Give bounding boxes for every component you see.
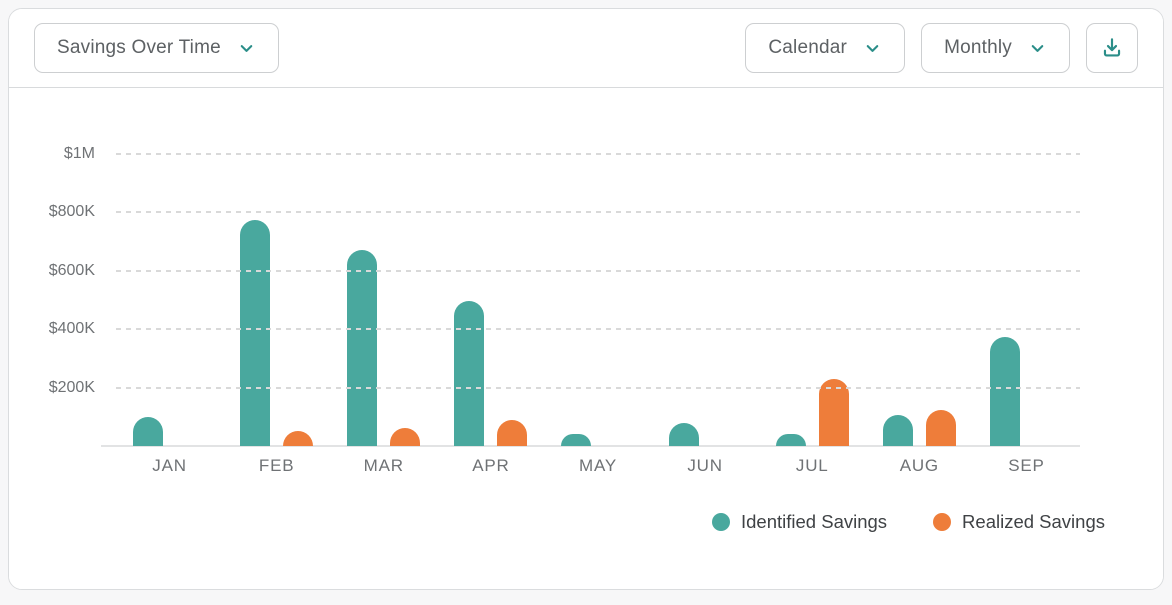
gridline: [116, 328, 1080, 331]
category-band: [973, 154, 1080, 446]
bar-identified-savings: [454, 301, 485, 446]
chevron-down-icon: [237, 39, 256, 58]
x-axis-tick-label: AUG: [899, 456, 939, 475]
chart-region: JAN FEB MAR APR MAY JUN JUL AUG SEP Identified S…: [9, 88, 1163, 589]
download-icon: [1099, 35, 1125, 61]
x-axis-tick-label: MAY: [579, 456, 617, 475]
category-band: [759, 154, 866, 446]
metric-dropdown-label: Savings Over Time: [57, 37, 221, 58]
category-band: [437, 154, 544, 446]
gridline: [116, 269, 1080, 272]
download-button[interactable]: [1086, 23, 1138, 73]
chart-legend: Identified Savings Realized Savings: [712, 511, 1105, 533]
card-header: Savings Over Time Calendar Monthly: [9, 9, 1163, 88]
x-axis-tick-label: JUN: [687, 456, 723, 475]
x-axis-tick-label: JAN: [152, 456, 187, 475]
y-axis-tick-label: $400K: [48, 320, 95, 338]
calendar-dropdown-label: Calendar: [768, 37, 848, 58]
chevron-down-icon: [863, 39, 882, 58]
x-axis-tick-label: FEB: [258, 456, 295, 475]
chevron-down-icon: [1028, 39, 1047, 58]
plot-area: [116, 154, 1080, 446]
interval-dropdown[interactable]: Monthly: [921, 23, 1070, 73]
bar-realized-savings: [390, 428, 421, 446]
legend-label: Realized Savings: [962, 511, 1105, 532]
legend-dot: [712, 513, 730, 531]
legend-label: Identified Savings: [741, 511, 888, 532]
gridline: [116, 153, 1080, 155]
bar-identified-savings: [240, 219, 271, 446]
category-band: [116, 154, 223, 446]
bar-identified-savings: [561, 434, 592, 446]
bar-realized-savings: [497, 419, 528, 446]
y-axis-tick-label: $200K: [48, 378, 95, 396]
category-band: [330, 154, 437, 446]
category-band: [544, 154, 651, 446]
x-axis-tick-label: JUL: [795, 456, 829, 475]
bar-identified-savings: [133, 416, 164, 446]
y-axis-tick-label: $600K: [48, 261, 95, 279]
category-band: [652, 154, 759, 446]
savings-chart-card: Savings Over Time Calendar Monthly: [8, 8, 1164, 590]
y-axis-tick-label: $800K: [48, 203, 95, 221]
category-band: [866, 154, 973, 446]
calendar-dropdown[interactable]: Calendar: [745, 23, 906, 73]
x-axis-tick-label: APR: [472, 456, 510, 475]
bar-identified-savings: [775, 434, 806, 446]
metric-dropdown[interactable]: Savings Over Time: [34, 23, 279, 73]
legend-dot: [933, 513, 952, 531]
legend-item-realized-savings[interactable]: Realized Savings: [933, 511, 1105, 533]
gridline: [116, 386, 1080, 389]
legend-item-identified-savings[interactable]: Identified Savings: [712, 511, 887, 533]
bar-identified-savings: [347, 250, 378, 446]
x-axis-labels: JAN FEB MAR APR MAY JUN JUL AUG SEP: [116, 456, 1080, 476]
header-controls: Calendar Monthly: [745, 23, 1138, 73]
gridline: [116, 211, 1080, 214]
bar-identified-savings: [668, 422, 699, 446]
bar-identified-savings: [989, 336, 1020, 446]
bar-realized-savings: [818, 378, 849, 446]
x-axis-tick-label: SEP: [1008, 456, 1045, 475]
x-axis-tick-label: MAR: [363, 456, 404, 475]
bar-realized-savings: [283, 431, 314, 446]
category-band: [223, 154, 330, 446]
bar-identified-savings: [882, 415, 913, 446]
bar-realized-savings: [925, 409, 956, 446]
y-axis-tick-label: $1M: [63, 145, 95, 162]
x-axis-line: [101, 445, 1080, 447]
interval-dropdown-label: Monthly: [944, 37, 1012, 58]
